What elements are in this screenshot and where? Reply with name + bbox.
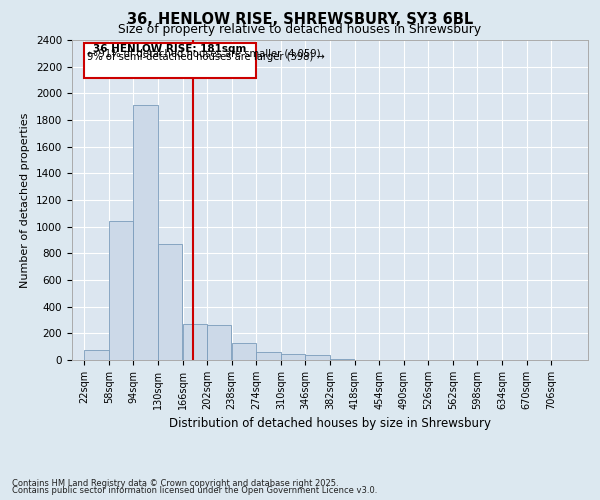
Text: Contains HM Land Registry data © Crown copyright and database right 2025.: Contains HM Land Registry data © Crown c…	[12, 478, 338, 488]
Bar	[84, 350, 109, 360]
Y-axis label: Number of detached properties: Number of detached properties	[20, 112, 31, 288]
X-axis label: Distribution of detached houses by size in Shrewsbury: Distribution of detached houses by size …	[169, 418, 491, 430]
Bar	[281, 354, 305, 360]
Bar	[207, 324, 232, 360]
Text: 36 HENLOW RISE: 181sqm: 36 HENLOW RISE: 181sqm	[93, 44, 246, 54]
Bar	[256, 352, 281, 360]
Bar	[109, 222, 133, 360]
Text: 36, HENLOW RISE, SHREWSBURY, SY3 6BL: 36, HENLOW RISE, SHREWSBURY, SY3 6BL	[127, 12, 473, 28]
Bar	[330, 358, 355, 360]
Bar	[133, 106, 158, 360]
Text: Contains public sector information licensed under the Open Government Licence v3: Contains public sector information licen…	[12, 486, 377, 495]
Text: ← 91% of detached houses are smaller (4,059): ← 91% of detached houses are smaller (4,…	[87, 48, 320, 58]
Bar	[305, 354, 330, 360]
Bar	[158, 244, 182, 360]
Text: Size of property relative to detached houses in Shrewsbury: Size of property relative to detached ho…	[118, 22, 482, 36]
Text: 9% of semi-detached houses are larger (398) →: 9% of semi-detached houses are larger (3…	[87, 52, 325, 62]
Bar	[182, 324, 207, 360]
FancyBboxPatch shape	[83, 42, 256, 78]
Bar	[232, 342, 256, 360]
